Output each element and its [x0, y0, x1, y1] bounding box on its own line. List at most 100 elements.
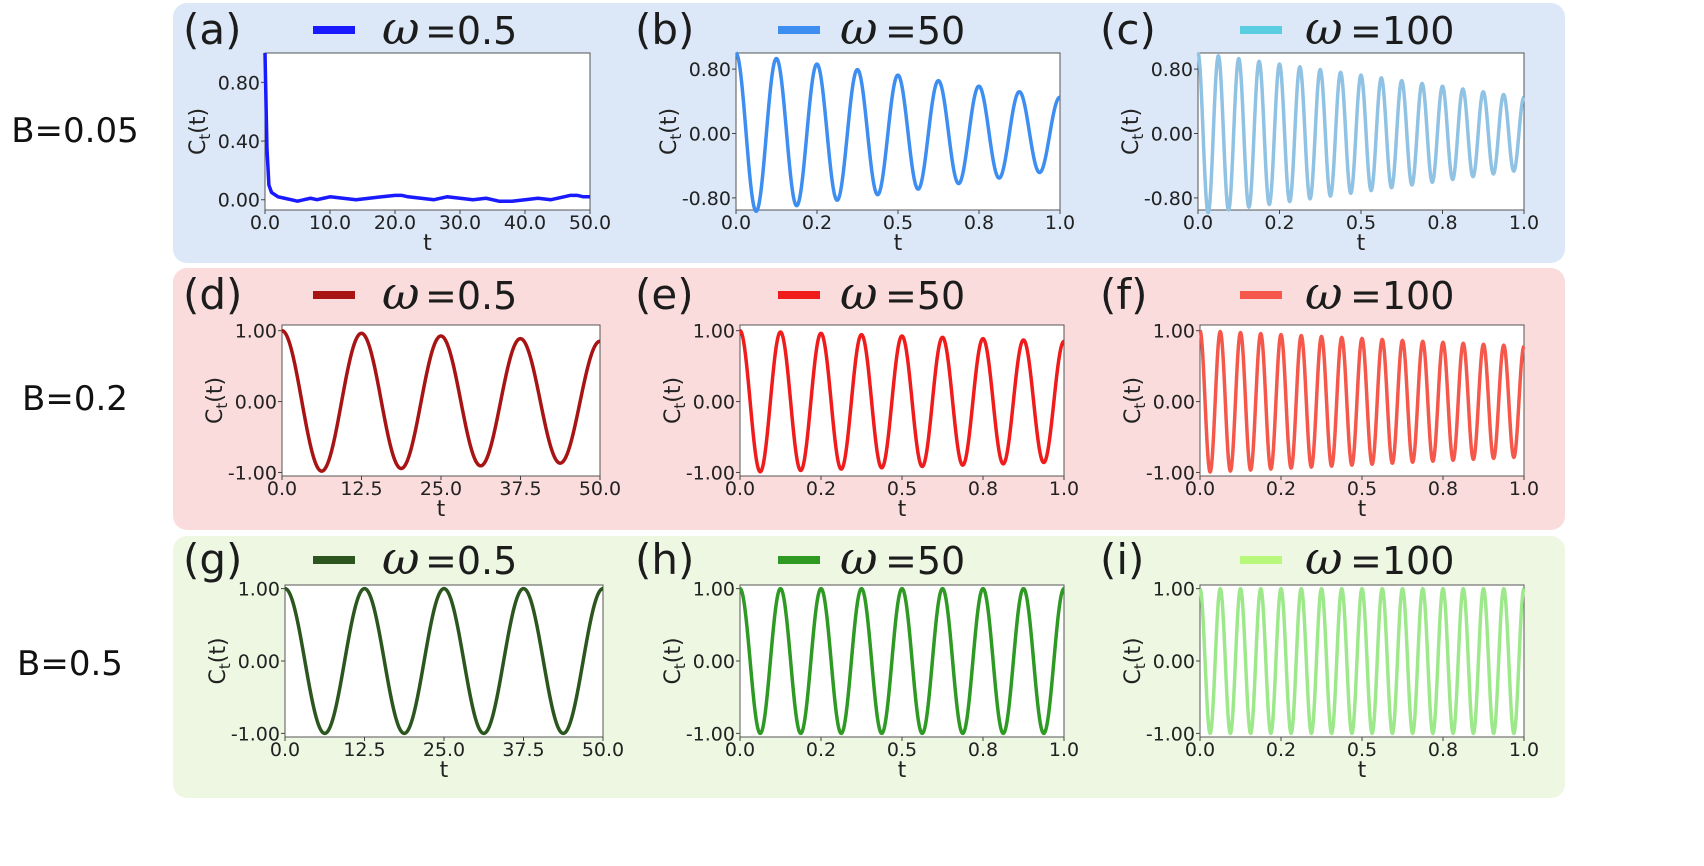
x-tick-label: 1.0: [1049, 478, 1079, 500]
y-tick-label: 1.00: [1153, 579, 1195, 601]
y-tick-label: 0.00: [1151, 124, 1193, 146]
x-tick-label: 37.5: [499, 478, 541, 500]
y-tick-label: -1.00: [1146, 462, 1195, 484]
plot-area: [281, 324, 601, 477]
plot-area: [739, 584, 1065, 738]
y-axis-label: Ct(t): [661, 637, 689, 684]
x-tick-label: 1.0: [1509, 739, 1539, 761]
x-tick-label: 50.0: [569, 212, 611, 234]
x-tick-label: 50.0: [579, 478, 621, 500]
x-tick-label: 25.0: [420, 478, 462, 500]
y-tick-label: 0.00: [689, 124, 731, 146]
series-line: [283, 586, 605, 736]
panel-label: (b): [635, 5, 694, 54]
y-tick-label: 0.00: [235, 392, 277, 414]
x-tick-label: 0.0: [725, 478, 755, 500]
y-axis-label: Ct(t): [1119, 108, 1147, 155]
y-tick-label: -1.00: [231, 723, 280, 745]
legend-value: =100: [1350, 274, 1454, 318]
panel-label: (g): [183, 535, 242, 584]
legend-value: =0.5: [425, 9, 517, 53]
y-tick-label: 1.00: [693, 321, 735, 343]
x-axis-label: t: [423, 231, 432, 256]
x-tick-label: 0.5: [883, 212, 913, 234]
x-tick-label: 0.0: [1185, 478, 1215, 500]
legend-value: =0.5: [425, 539, 517, 583]
x-tick-label: 25.0: [423, 739, 465, 761]
y-tick-label: -0.80: [682, 188, 731, 210]
y-tick-label: 1.00: [1153, 321, 1195, 343]
row-label-0: B=0.05: [11, 111, 139, 151]
y-tick-label: 0.00: [238, 651, 280, 673]
legend-omega: ω: [1305, 1, 1343, 55]
y-axis-label: Ct(t): [657, 108, 685, 155]
x-tick-label: 37.5: [502, 739, 544, 761]
y-axis-label: Ct(t): [1121, 637, 1149, 684]
x-tick-label: 10.0: [309, 212, 351, 234]
x-tick-label: 1.0: [1045, 212, 1075, 234]
legend-omega: ω: [840, 531, 878, 585]
y-tick-label: 1.00: [693, 579, 735, 601]
series-line: [1196, 51, 1526, 215]
x-tick-label: 12.5: [340, 478, 382, 500]
x-tick-label: 0.0: [250, 212, 280, 234]
legend-value: =0.5: [425, 274, 517, 318]
series-line: [738, 329, 1066, 474]
y-axis-label: Ct(t): [203, 377, 231, 424]
x-tick-label: 0.8: [968, 478, 998, 500]
y-tick-label: 0.00: [218, 190, 260, 212]
x-tick-label: 0.8: [1428, 478, 1458, 500]
x-tick-label: 0.5: [1346, 212, 1376, 234]
x-tick-label: 40.0: [504, 212, 546, 234]
x-tick-label: 50.0: [582, 739, 624, 761]
panel-label: (f): [1100, 270, 1148, 319]
x-tick-label: 0.2: [1264, 212, 1294, 234]
y-axis-label: Ct(t): [206, 637, 234, 684]
row-label-2: B=0.5: [17, 644, 123, 684]
panel-label: (d): [183, 270, 242, 319]
series-line: [1198, 586, 1526, 736]
y-tick-label: 0.00: [693, 651, 735, 673]
x-tick-label: 12.5: [343, 739, 385, 761]
panel-label: (i): [1100, 535, 1144, 584]
y-tick-label: 1.00: [238, 579, 280, 601]
series-line: [1198, 329, 1526, 474]
legend-value: =100: [1350, 539, 1454, 583]
series-line: [280, 328, 602, 473]
legend-omega: ω: [1305, 531, 1343, 585]
x-tick-label: 0.8: [968, 739, 998, 761]
x-axis-label: t: [440, 758, 449, 783]
x-tick-label: 0.2: [1266, 739, 1296, 761]
y-tick-label: -0.80: [1144, 188, 1193, 210]
y-tick-label: -1.00: [686, 462, 735, 484]
legend-omega: ω: [382, 266, 420, 320]
x-axis-label: t: [437, 497, 446, 522]
y-tick-label: -1.00: [1146, 723, 1195, 745]
x-tick-label: 30.0: [439, 212, 481, 234]
x-tick-label: 1.0: [1509, 478, 1539, 500]
series-line: [263, 52, 590, 203]
x-tick-label: 0.8: [1427, 212, 1457, 234]
legend-omega: ω: [382, 531, 420, 585]
y-tick-label: -1.00: [686, 723, 735, 745]
legend-value: =50: [885, 274, 965, 318]
y-axis-label: Ct(t): [661, 377, 689, 424]
x-tick-label: 0.2: [802, 212, 832, 234]
x-tick-label: 0.2: [1266, 478, 1296, 500]
panel-label: (h): [635, 535, 694, 584]
series-line: [734, 51, 1062, 214]
x-tick-label: 0.0: [721, 212, 751, 234]
y-tick-label: 0.00: [693, 392, 735, 414]
legend-value: =100: [1350, 9, 1454, 53]
row-label-1: B=0.2: [22, 379, 128, 419]
x-tick-label: 0.0: [1185, 739, 1215, 761]
series-line: [738, 586, 1066, 736]
panel-label: (e): [635, 270, 694, 319]
legend-omega: ω: [840, 1, 878, 55]
x-axis-label: t: [898, 758, 907, 783]
x-tick-label: 0.2: [806, 478, 836, 500]
y-tick-label: -1.00: [228, 462, 277, 484]
legend-omega: ω: [1305, 266, 1343, 320]
x-tick-label: 0.5: [1347, 478, 1377, 500]
